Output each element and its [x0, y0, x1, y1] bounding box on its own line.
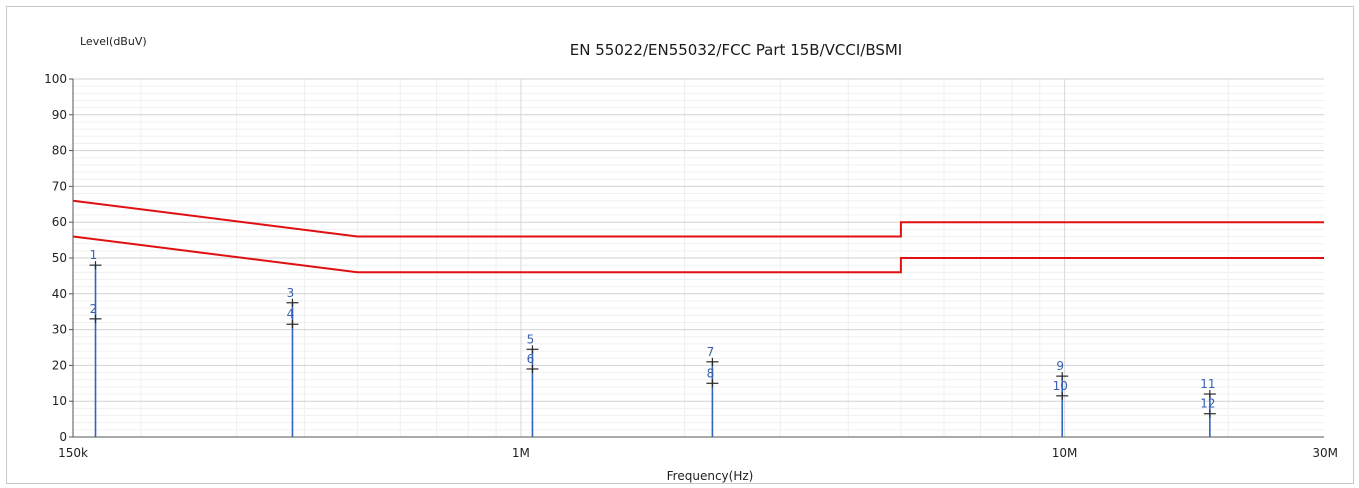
- y-tick-label: 30: [52, 323, 67, 337]
- x-tick-label: 30M: [1312, 446, 1338, 460]
- y-tick-label: 10: [52, 394, 67, 408]
- marker-5: 910: [1053, 359, 1069, 437]
- peak-label: 3: [287, 286, 295, 300]
- avg-label: 8: [707, 366, 715, 380]
- avg-label: 12: [1200, 397, 1215, 411]
- peak-label: 11: [1200, 377, 1215, 391]
- peak-label: 9: [1056, 359, 1064, 373]
- avg-label: 4: [287, 307, 295, 321]
- marker-1: 12: [89, 248, 102, 437]
- y-axis-label: Level(dBuV): [80, 35, 147, 48]
- limit-lines: [72, 199, 1324, 274]
- avg-label: 2: [90, 302, 98, 316]
- peak-label: 7: [707, 345, 715, 359]
- x-tick-label: 150k: [58, 446, 88, 460]
- y-tick-label: 60: [52, 215, 67, 229]
- marker-3: 56: [526, 332, 539, 437]
- peak-label: 1: [90, 248, 98, 262]
- marker-4: 78: [706, 345, 719, 437]
- limit-line-2: [72, 235, 1324, 274]
- y-tick-label: 70: [52, 179, 67, 193]
- y-tick-label: 100: [44, 72, 67, 86]
- y-tick-label: 90: [52, 108, 67, 122]
- avg-label: 6: [527, 352, 535, 366]
- peak-label: 5: [527, 332, 535, 346]
- x-tick-label: 10M: [1052, 446, 1078, 460]
- y-tick-label: 50: [52, 251, 67, 265]
- chart-title: EN 55022/EN55032/FCC Part 15B/VCCI/BSMI: [570, 41, 902, 59]
- y-tick-label: 20: [52, 358, 67, 372]
- x-tick-label: 1M: [512, 446, 530, 460]
- y-tick-label: 80: [52, 144, 67, 158]
- y-axis-ticks: 0 10 20 30 40 50 60 70 80 90 100: [44, 72, 73, 444]
- y-tick-label: 40: [52, 287, 67, 301]
- x-axis-ticks: 150k 1M 10M 30M: [58, 446, 1338, 460]
- marker-2: 34: [286, 286, 299, 437]
- limit-line-1: [72, 199, 1324, 238]
- y-tick-label: 0: [59, 430, 67, 444]
- x-axis-label: Frequency(Hz): [667, 469, 754, 483]
- avg-label: 10: [1053, 379, 1068, 393]
